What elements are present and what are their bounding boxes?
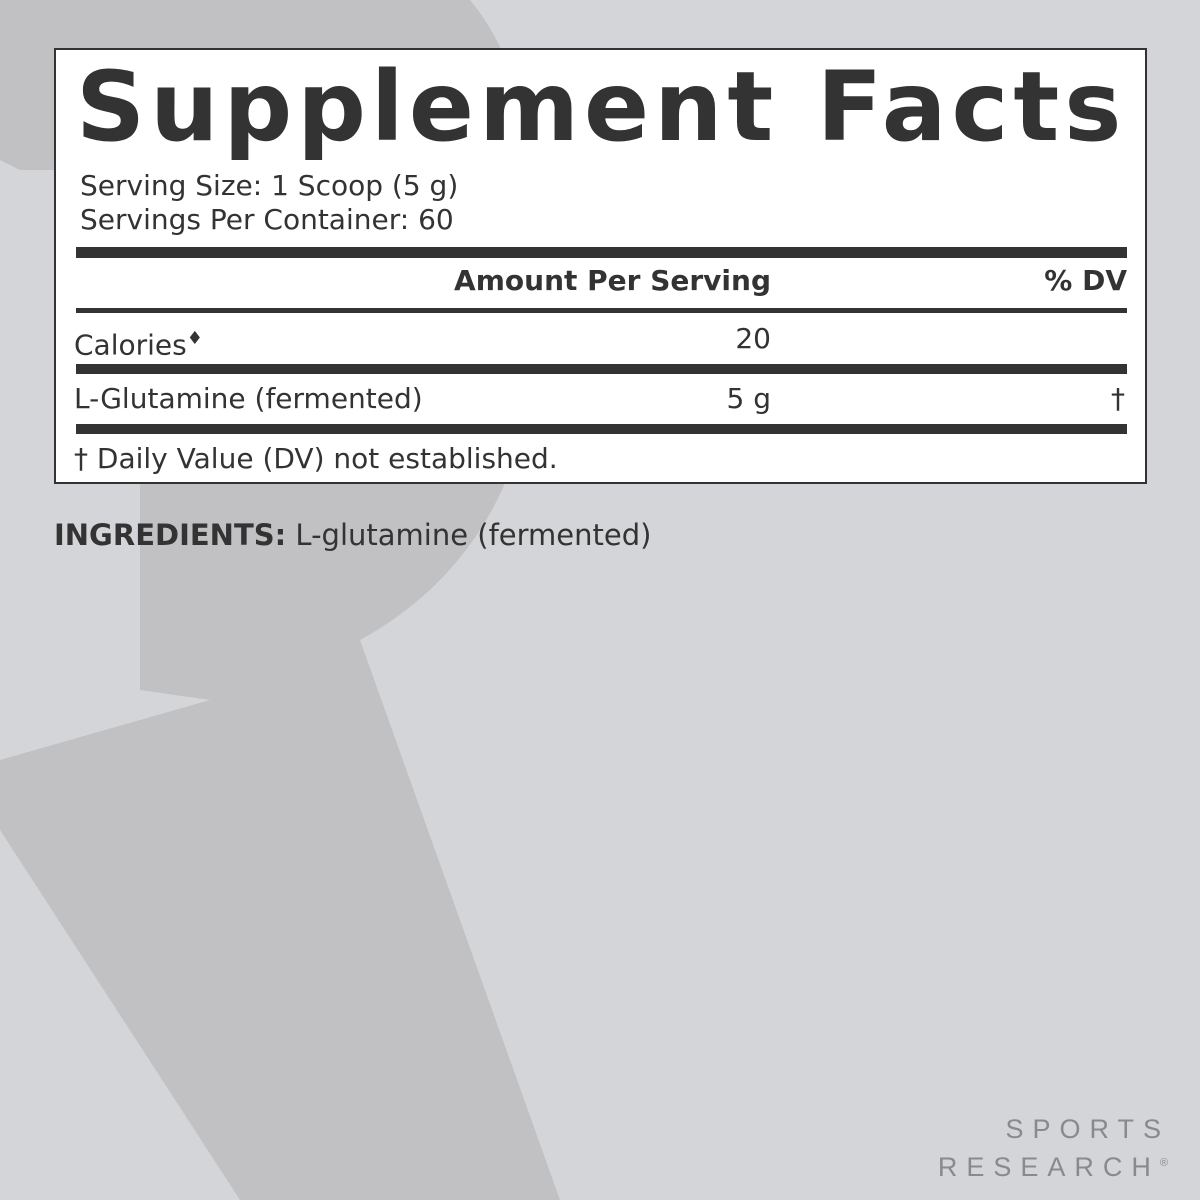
serving-size: Serving Size: 1 Scoop (5 g)	[80, 169, 459, 202]
ingredients-text: L-glutamine (fermented)	[286, 518, 652, 552]
glutamine-label: L-Glutamine (fermented)	[74, 382, 423, 415]
registered-mark: ®	[1159, 1157, 1168, 1169]
divider	[76, 308, 1127, 313]
brand-logo-line2: RESEARCH®	[938, 1152, 1168, 1183]
supplement-facts-panel: Supplement Facts Serving Size: 1 Scoop (…	[54, 48, 1147, 484]
ingredients: INGREDIENTS: L-glutamine (fermented)	[54, 518, 651, 552]
row-name-calories: Calories♦	[74, 322, 203, 362]
header-dv: % DV	[1044, 264, 1127, 297]
calories-amount: 20	[735, 322, 771, 355]
divider-thick	[76, 424, 1127, 434]
panel-title: Supplement Facts	[76, 51, 1127, 163]
ingredients-label: INGREDIENTS:	[54, 518, 287, 552]
brand-logo-line1: SPORTS	[1005, 1114, 1170, 1144]
calories-label: Calories	[74, 328, 187, 362]
glutamine-amount: 5 g	[726, 382, 772, 415]
brand-name: RESEARCH	[937, 1152, 1160, 1182]
glutamine-dv: †	[1111, 382, 1125, 415]
divider-thick	[76, 364, 1127, 374]
footnote: † Daily Value (DV) not established.	[74, 442, 558, 475]
divider-thick	[76, 247, 1127, 258]
header-amount: Amount Per Serving	[454, 264, 771, 297]
servings-per-container: Servings Per Container: 60	[80, 203, 454, 236]
diamond-marker: ♦	[186, 328, 203, 349]
